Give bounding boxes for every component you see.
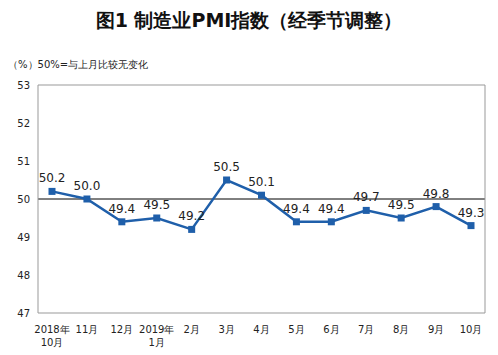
svg-text:49: 49 — [17, 232, 30, 243]
svg-text:2月: 2月 — [183, 324, 199, 335]
svg-text:50.1: 50.1 — [248, 175, 275, 189]
svg-text:51: 51 — [17, 156, 30, 167]
svg-text:10月: 10月 — [41, 337, 64, 348]
svg-text:8月: 8月 — [393, 324, 409, 335]
svg-text:9月: 9月 — [428, 324, 444, 335]
svg-text:50.5: 50.5 — [213, 160, 240, 174]
svg-text:12月: 12月 — [110, 324, 133, 335]
svg-text:50.0: 50.0 — [74, 179, 101, 193]
html-text:（%）50%=与上月比较无变化: （%）50%=与上月比较无变化 — [8, 59, 149, 70]
svg-text:48: 48 — [17, 270, 30, 281]
svg-text:49.4: 49.4 — [108, 202, 135, 216]
svg-text:11月: 11月 — [76, 324, 99, 335]
svg-text:4月: 4月 — [253, 324, 269, 335]
svg-text:50: 50 — [17, 194, 30, 205]
svg-text:1月: 1月 — [149, 337, 165, 348]
svg-text:49.5: 49.5 — [143, 198, 170, 212]
svg-text:49.4: 49.4 — [318, 202, 345, 216]
svg-text:49.3: 49.3 — [458, 206, 485, 220]
svg-text:10月: 10月 — [460, 324, 483, 335]
svg-text:49.8: 49.8 — [423, 187, 450, 201]
html-text:图1 制造业PMI指数（经季节调整）: 图1 制造业PMI指数（经季节调整） — [95, 9, 403, 31]
svg-text:49.2: 49.2 — [178, 209, 205, 223]
svg-text:3月: 3月 — [218, 324, 234, 335]
svg-text:6月: 6月 — [323, 324, 339, 335]
svg-text:50.2: 50.2 — [39, 171, 66, 185]
svg-text:7月: 7月 — [358, 324, 374, 335]
svg-text:49.4: 49.4 — [283, 202, 310, 216]
svg-text:47: 47 — [17, 308, 30, 319]
svg-text:49.5: 49.5 — [388, 198, 415, 212]
svg-text:2019年: 2019年 — [139, 324, 174, 335]
svg-text:5月: 5月 — [288, 324, 304, 335]
svg-text:53: 53 — [17, 80, 30, 91]
svg-text:2018年: 2018年 — [34, 324, 69, 335]
svg-text:52: 52 — [17, 118, 30, 129]
svg-text:49.7: 49.7 — [353, 190, 380, 204]
